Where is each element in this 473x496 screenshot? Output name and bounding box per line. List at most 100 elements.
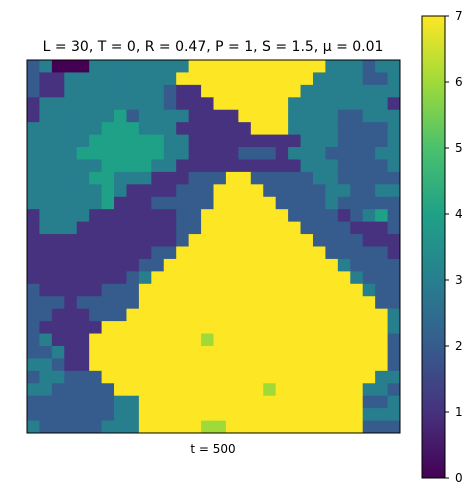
heatmap-cell bbox=[176, 370, 190, 384]
heatmap-cell bbox=[325, 246, 339, 260]
heatmap-cell bbox=[89, 122, 103, 136]
heatmap-cell bbox=[27, 345, 40, 359]
heatmap-cell bbox=[89, 296, 103, 310]
heatmap-cell bbox=[325, 308, 339, 322]
heatmap-cell bbox=[312, 97, 326, 111]
heatmap-cell bbox=[300, 60, 314, 73]
heatmap-cell bbox=[213, 408, 227, 422]
heatmap-cell bbox=[350, 271, 364, 285]
heatmap-cell bbox=[238, 221, 252, 235]
heatmap-cell bbox=[27, 147, 40, 160]
heatmap-cell bbox=[288, 122, 302, 136]
heatmap-cell bbox=[201, 283, 214, 297]
heatmap-cell bbox=[51, 258, 65, 272]
heatmap-cell bbox=[300, 246, 314, 260]
heatmap-cell bbox=[101, 370, 115, 384]
heatmap-cell bbox=[39, 408, 53, 422]
heatmap-cell bbox=[325, 84, 339, 98]
heatmap-cell bbox=[151, 72, 165, 86]
heatmap-cell bbox=[213, 97, 227, 111]
heatmap-cell bbox=[300, 72, 314, 86]
heatmap-cell bbox=[375, 221, 389, 235]
heatmap-cell bbox=[300, 271, 314, 285]
heatmap-cell bbox=[114, 134, 127, 148]
heatmap-cell bbox=[27, 196, 40, 210]
colorbar-tick-label: 0 bbox=[455, 471, 463, 485]
heatmap-cell bbox=[138, 196, 152, 210]
heatmap-cell bbox=[126, 134, 140, 148]
heatmap-cell bbox=[27, 109, 40, 123]
heatmap-cell bbox=[138, 408, 152, 422]
heatmap-cell bbox=[114, 408, 127, 422]
heatmap-cell bbox=[114, 383, 127, 397]
heatmap-cell bbox=[312, 196, 326, 210]
heatmap-cell bbox=[188, 308, 202, 322]
heatmap-cell bbox=[51, 408, 65, 422]
heatmap-cell bbox=[138, 234, 152, 247]
heatmap-cell bbox=[387, 321, 401, 335]
heatmap-cell bbox=[89, 308, 103, 322]
heatmap-cell bbox=[51, 395, 65, 409]
heatmap-cell bbox=[151, 196, 165, 210]
heatmap-cell bbox=[387, 370, 401, 384]
heatmap-cell bbox=[387, 159, 401, 173]
heatmap-cell bbox=[263, 60, 277, 73]
heatmap-cell bbox=[350, 171, 364, 185]
heatmap-cell bbox=[51, 345, 65, 359]
heatmap-cell bbox=[337, 345, 351, 359]
heatmap-cell bbox=[288, 370, 302, 384]
heatmap-cell bbox=[114, 147, 127, 160]
heatmap-cell bbox=[138, 109, 152, 123]
heatmap-cell bbox=[250, 72, 264, 86]
heatmap-cell bbox=[76, 196, 90, 210]
heatmap-cell bbox=[101, 97, 115, 111]
heatmap-cell bbox=[213, 258, 227, 272]
heatmap-cell bbox=[201, 72, 214, 86]
heatmap-cell bbox=[312, 234, 326, 247]
heatmap-cell bbox=[312, 258, 326, 272]
heatmap-cell bbox=[27, 60, 40, 73]
heatmap-cell bbox=[51, 196, 65, 210]
heatmap-cell bbox=[225, 333, 239, 347]
heatmap-cell bbox=[64, 60, 78, 73]
heatmap-cell bbox=[300, 296, 314, 310]
heatmap-cell bbox=[325, 370, 339, 384]
heatmap-cell bbox=[362, 147, 376, 160]
heatmap-cell bbox=[51, 97, 65, 111]
heatmap-cell bbox=[27, 221, 40, 235]
heatmap-cell bbox=[188, 246, 202, 260]
heatmap-cell bbox=[225, 159, 239, 173]
heatmap-cell bbox=[300, 321, 314, 335]
heatmap-cell bbox=[337, 184, 351, 198]
heatmap-cell bbox=[176, 271, 190, 285]
heatmap-cell bbox=[138, 184, 152, 198]
heatmap-cell bbox=[27, 234, 40, 247]
heatmap-cell bbox=[126, 109, 140, 123]
heatmap-cell bbox=[176, 234, 190, 247]
heatmap-cell bbox=[312, 209, 326, 223]
heatmap-cell bbox=[225, 308, 239, 322]
heatmap-cell bbox=[250, 60, 264, 73]
heatmap-cell bbox=[387, 84, 401, 98]
heatmap-cell bbox=[76, 84, 90, 98]
heatmap-cell bbox=[337, 234, 351, 247]
heatmap-cell bbox=[288, 159, 302, 173]
heatmap-cell bbox=[263, 134, 277, 148]
heatmap-cell bbox=[126, 209, 140, 223]
heatmap-cell bbox=[64, 184, 78, 198]
heatmap-cell bbox=[27, 420, 40, 434]
heatmap-cell bbox=[300, 370, 314, 384]
heatmap-cell bbox=[138, 283, 152, 297]
heatmap-cell bbox=[337, 308, 351, 322]
heatmap-cell bbox=[89, 408, 103, 422]
heatmap-cell bbox=[163, 122, 177, 136]
heatmap-cell bbox=[325, 395, 339, 409]
heatmap-cell bbox=[362, 258, 376, 272]
heatmap-cell bbox=[375, 308, 389, 322]
heatmap-cell bbox=[27, 246, 40, 260]
heatmap-cell bbox=[27, 296, 40, 310]
heatmap-cell bbox=[375, 196, 389, 210]
heatmap-cell bbox=[375, 60, 389, 73]
heatmap-cell bbox=[101, 321, 115, 335]
